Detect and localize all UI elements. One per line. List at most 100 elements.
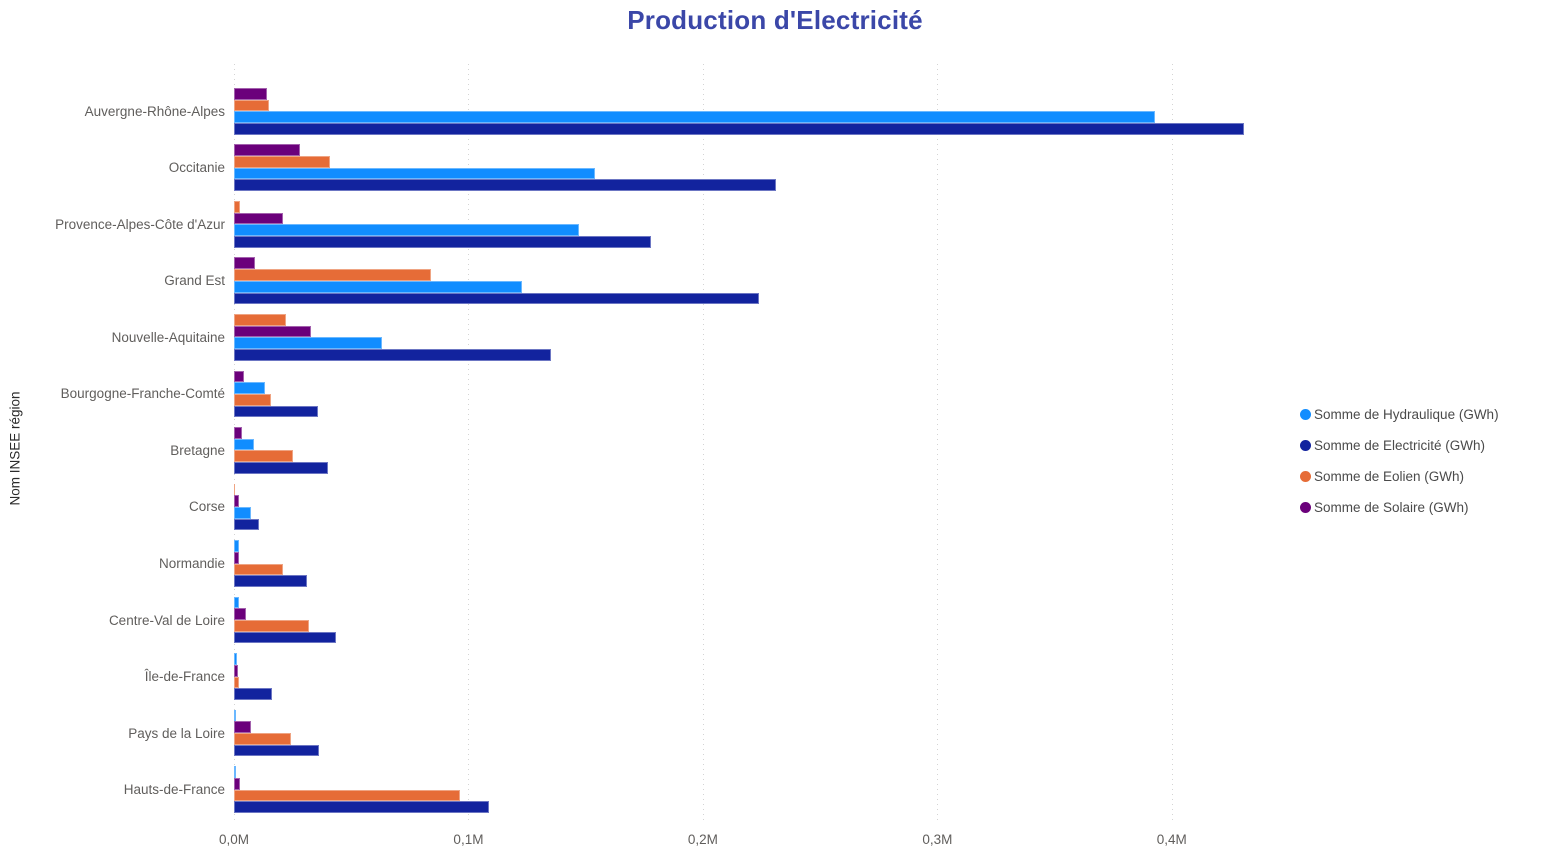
bar-solaire[interactable] [234, 551, 240, 564]
bar-electricite[interactable] [234, 405, 319, 418]
bar-electricite[interactable] [234, 801, 489, 814]
category-label: Bourgogne-Franche-Comté [60, 386, 225, 402]
category-label: Île-de-France [144, 669, 225, 685]
bar-electricite[interactable] [234, 631, 336, 644]
bar-group [234, 370, 1289, 418]
bar-hydraulique[interactable] [234, 167, 596, 180]
bar-group [234, 200, 1289, 248]
category-label: Occitanie [168, 160, 225, 176]
legend-item-solaire[interactable]: Somme de Solaire (GWh) [1300, 496, 1499, 518]
bar-solaire[interactable] [234, 212, 284, 225]
bar-hydraulique[interactable] [234, 540, 239, 552]
bar-group [234, 540, 1289, 587]
bar-hydraulique[interactable] [234, 438, 254, 451]
bar-solaire[interactable] [234, 777, 241, 790]
bar-hydraulique[interactable] [234, 224, 579, 237]
category-row: Corse [0, 479, 1289, 536]
bar-group [234, 483, 1289, 531]
bar-eolien[interactable] [234, 620, 310, 632]
bar-electricite[interactable] [234, 518, 259, 531]
bar-solaire[interactable] [234, 608, 247, 621]
bar-solaire[interactable] [234, 87, 267, 100]
bar-solaire[interactable] [234, 427, 242, 439]
category-label: Auvergne-Rhône-Alpes [84, 103, 225, 119]
bar-electricite[interactable] [234, 575, 307, 587]
bar-group [234, 427, 1289, 474]
bar-solaire[interactable] [234, 257, 256, 270]
legend-item-eolien[interactable]: Somme de Eolien (GWh) [1300, 465, 1499, 487]
eolien-legend-dot-icon [1300, 470, 1311, 482]
x-axis-tick-label: 0,3M [922, 832, 953, 847]
chart-title: Production d'Electricité [627, 5, 923, 35]
bar-eolien[interactable] [234, 200, 241, 213]
bar-group [234, 709, 1289, 757]
bar-electricite[interactable] [234, 349, 551, 361]
bar-eolien[interactable] [234, 450, 293, 463]
category-row: Île-de-France [0, 648, 1289, 705]
legend-label: Somme de Solaire (GWh) [1314, 499, 1469, 515]
legend-item-electricite[interactable]: Somme de Electricité (GWh) [1300, 434, 1499, 456]
bar-group [234, 314, 1289, 361]
bar-group [234, 653, 1289, 700]
bar-solaire[interactable] [234, 721, 252, 734]
category-row: Bretagne [0, 422, 1289, 479]
bar-hydraulique[interactable] [234, 280, 523, 293]
bar-electricite[interactable] [234, 122, 1245, 135]
bar-hydraulique[interactable] [234, 382, 266, 394]
category-label: Provence-Alpes-Côte d'Azur [55, 216, 225, 232]
category-row: Nouvelle-Aquitaine [0, 309, 1289, 366]
bar-eolien[interactable] [234, 99, 270, 112]
hydraulique-legend-dot-icon [1300, 408, 1311, 420]
bar-solaire[interactable] [234, 664, 238, 677]
bar-group [234, 144, 1289, 192]
bar-eolien[interactable] [234, 789, 460, 802]
bar-eolien[interactable] [234, 563, 284, 576]
bar-hydraulique[interactable] [234, 709, 236, 722]
bar-electricite[interactable] [234, 688, 273, 700]
category-label: Hauts-de-France [123, 782, 225, 798]
bar-eolien[interactable] [234, 269, 431, 281]
bar-eolien[interactable] [234, 676, 240, 689]
category-row: Bourgogne-Franche-Comté [0, 366, 1289, 423]
bar-eolien[interactable] [234, 156, 331, 168]
x-axis-tick-label: 0,1M [453, 832, 484, 847]
bar-hydraulique[interactable] [234, 766, 236, 778]
bar-solaire[interactable] [234, 144, 300, 157]
bar-eolien[interactable] [234, 733, 292, 745]
category-row: Grand Est [0, 253, 1289, 310]
bar-electricite[interactable] [234, 179, 776, 192]
category-label: Nouvelle-Aquitaine [111, 329, 225, 345]
bar-electricite[interactable] [234, 744, 319, 757]
category-label: Pays de la Loire [128, 725, 225, 741]
bar-eolien[interactable] [234, 483, 236, 496]
bar-hydraulique[interactable] [234, 506, 252, 519]
legend: Somme de Hydraulique (GWh) Somme de Elect… [1300, 403, 1499, 527]
category-row: Auvergne-Rhône-Alpes [0, 83, 1289, 140]
x-axis-tick-label: 0,2M [687, 832, 718, 847]
bar-eolien[interactable] [234, 393, 272, 406]
bar-group [234, 257, 1289, 305]
plot-area: Auvergne-Rhône-Alpes Occitanie Provence-Al… [0, 83, 1289, 818]
category-label: Corse [188, 499, 225, 515]
category-row: Provence-Alpes-Côte d'Azur [0, 196, 1289, 253]
bar-hydraulique[interactable] [234, 653, 238, 665]
bar-solaire[interactable] [234, 325, 312, 338]
x-axis: 0,0M 0,1M 0,2M 0,3M 0,4M [219, 832, 1289, 852]
electricite-legend-dot-icon [1300, 439, 1311, 451]
legend-item-hydraulique[interactable]: Somme de Hydraulique (GWh) [1300, 403, 1499, 425]
x-axis-tick-label: 0,0M [218, 832, 250, 847]
bar-hydraulique[interactable] [234, 596, 239, 609]
category-label: Grand Est [164, 273, 225, 289]
bar-group [234, 766, 1289, 814]
bar-hydraulique[interactable] [234, 111, 1156, 123]
bar-hydraulique[interactable] [234, 337, 382, 350]
bar-eolien[interactable] [234, 314, 286, 326]
bar-solaire[interactable] [234, 495, 239, 507]
bar-electricite[interactable] [234, 236, 652, 248]
category-label: Centre-Val de Loire [108, 612, 225, 628]
bar-electricite[interactable] [234, 462, 328, 474]
bar-electricite[interactable] [234, 292, 760, 305]
bar-solaire[interactable] [234, 370, 245, 383]
solaire-legend-dot-icon [1300, 501, 1311, 513]
